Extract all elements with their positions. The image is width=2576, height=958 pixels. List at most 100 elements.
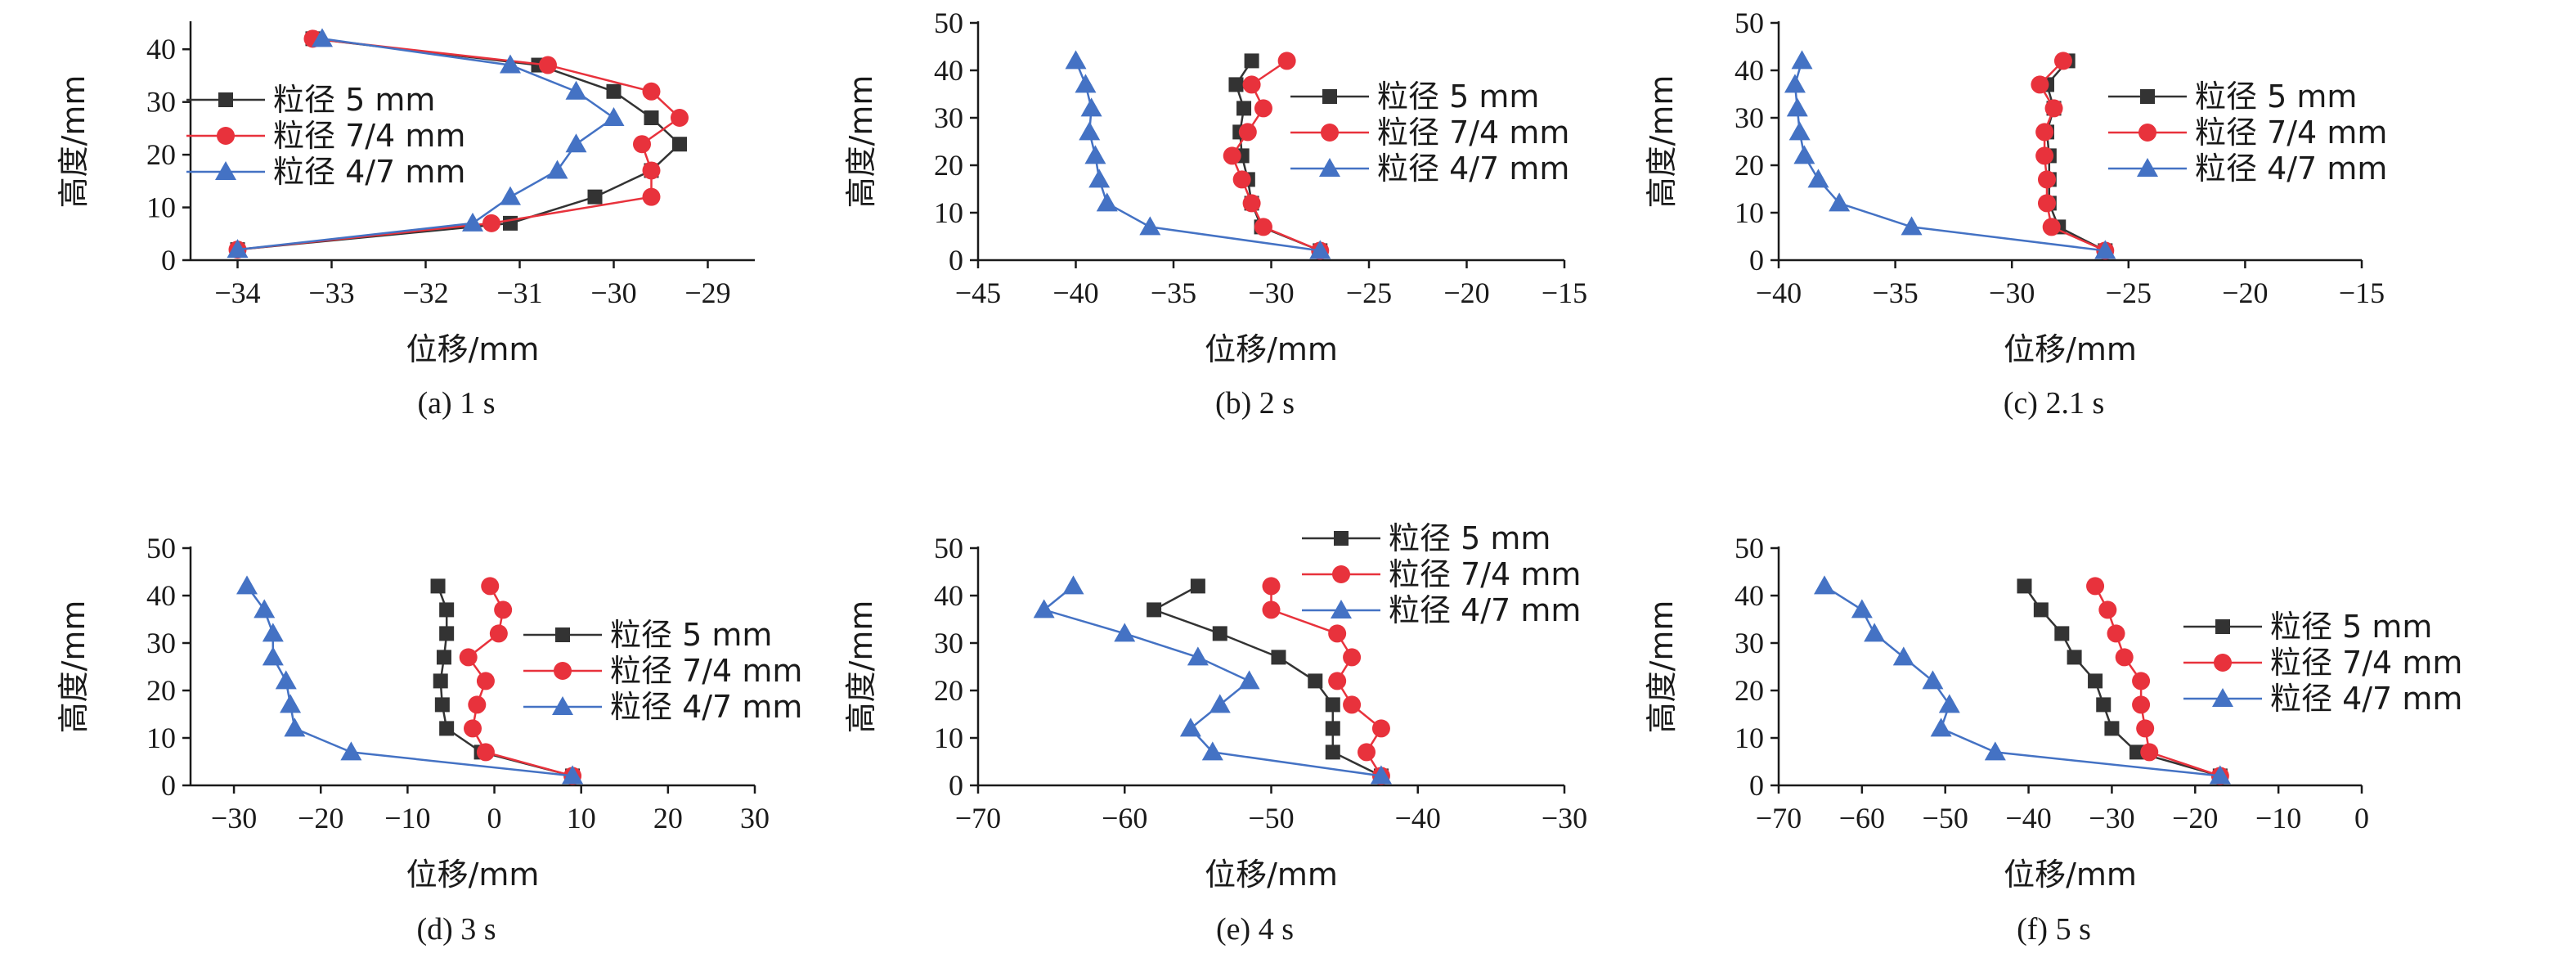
data-point [2042,218,2061,236]
data-point [1791,50,1813,70]
x-tick-label: −20 [2172,802,2218,834]
data-point [464,719,482,738]
legend-label: 粒径 5 mm [1377,79,1539,115]
data-point [1232,170,1251,189]
data-point [644,110,659,125]
x-tick-label: −30 [211,802,257,834]
data-point [1938,694,1960,713]
data-point [587,189,603,205]
data-point [672,137,687,152]
data-point [565,133,587,153]
data-point [1277,52,1296,70]
legend-label: 粒径 7/4 mm [1377,115,1569,151]
legend-marker [552,696,573,715]
y-tick-label: 20 [1735,149,1764,182]
legend-marker [2137,158,2158,177]
data-point [275,670,297,690]
data-point [1328,624,1347,643]
series-s74 [459,577,582,785]
y-axis-label: 高度/mm [56,75,92,209]
legend-marker [1319,158,1340,177]
data-point [1187,646,1209,666]
y-tick-label: 40 [146,579,176,612]
series-s47 [1033,575,1392,785]
chart-panel-0: −34 −33 −32 −31 −30 −29 0 10 20 30 40 位移/mm 高度/mm (a)… [56,21,755,421]
legend-label: 粒径 4/7 mm [610,689,802,725]
y-axis-label: 高度/mm [1644,600,1680,734]
data-point [1309,240,1331,259]
y-tick-label: 30 [934,627,963,659]
x-tick-label: −25 [2106,277,2152,309]
y-axis-label: 高度/mm [1644,75,1680,209]
data-point [254,599,276,618]
data-point [1139,216,1161,236]
chart-panel-5: −70 −60 −50 −40 −30 −20 −10 0 0 10 20 30 40 50 位移/mm 高度… [1644,532,2462,947]
legend-marker [2212,688,2233,707]
chart-panel-3: −30 −20 −10 0 10 20 30 0 10 20 30 40 50 位移/mm 高度/mm (d)… [56,532,802,947]
data-point [1114,623,1136,642]
y-tick-label: 10 [146,722,176,754]
data-point [1343,648,1362,667]
legend-marker [2215,619,2230,634]
y-tick-label: 0 [161,769,176,802]
series-s47 [1814,575,2231,785]
data-point [606,83,622,99]
data-point [1786,97,1808,117]
data-point [1358,743,1376,762]
series-s47 [236,575,584,785]
legend-marker [2214,654,2232,672]
data-point [468,695,487,714]
y-tick-label: 0 [949,244,963,277]
x-axis-label: 位移/mm [406,331,540,367]
x-axis-label: 位移/mm [2004,857,2137,893]
data-point [1236,101,1252,116]
data-point [436,650,451,665]
data-point [2096,697,2112,713]
y-tick-label: 20 [934,149,963,182]
y-tick-label: 40 [934,54,963,87]
legend-label: 粒径 5 mm [2270,609,2432,645]
data-point [481,577,500,596]
data-point [1370,765,1392,785]
x-tick-label: −30 [590,277,636,309]
data-point [262,623,284,642]
data-point [312,28,333,47]
series-line [1075,60,1321,252]
panel-caption: (e) 4 s [1216,912,1294,947]
y-tick-label: 50 [934,7,963,39]
x-tick-label: −34 [214,277,260,309]
data-point [1922,670,1944,690]
y-tick-label: 50 [934,532,963,564]
data-point [1201,741,1223,761]
legend-label: 粒径 7/4 mm [1389,556,1581,592]
series-s74 [2086,577,2229,785]
y-axis-label: 高度/mm [843,75,879,209]
data-point [430,578,446,594]
data-point [1262,577,1281,596]
chart-panel-2: −40 −35 −30 −25 −20 −15 0 10 20 30 40 50 位移/mm 高度/mm (… [1644,7,2387,421]
panel-caption: (f) 5 s [2017,912,2091,947]
legend-marker [215,161,236,180]
data-point [1325,697,1340,713]
legend-label: 粒径 4/7 mm [1389,592,1581,628]
data-point [2044,99,2063,118]
data-point [1829,192,1851,212]
data-point [500,54,521,74]
x-tick-label: 20 [653,802,683,834]
data-point [262,646,284,666]
legend-marker [554,662,572,680]
data-point [2140,743,2159,762]
data-point [2031,75,2049,94]
y-tick-label: 30 [146,86,176,119]
legend-marker [1322,89,1337,104]
legend-marker [1331,600,1352,618]
data-point [2035,123,2054,142]
data-point [1262,600,1281,619]
legend-marker [555,627,570,642]
data-point [2017,578,2032,594]
chart-panel-1: −45 −40 −35 −30 −25 −20 −15 0 10 20 30 40 50 位移/mm 高度/… [843,7,1587,421]
x-tick-label: −40 [1052,277,1098,309]
data-point [1901,216,1923,236]
data-point [439,626,455,641]
